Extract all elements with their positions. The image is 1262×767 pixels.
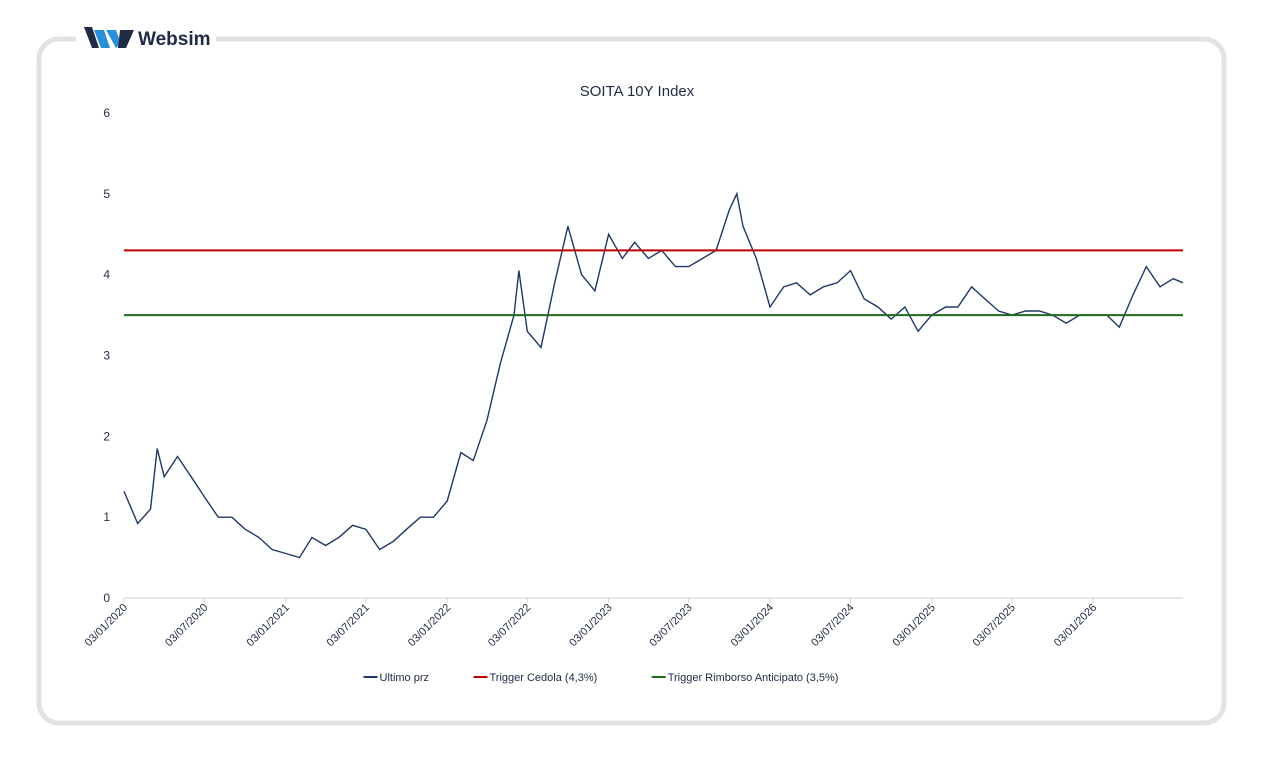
legend-label: Trigger Cedola (4,3%) [490, 672, 598, 684]
chart-title: SOITA 10Y Index [580, 83, 695, 100]
y-tick-label: 6 [103, 106, 110, 120]
legend-label: Ultimo prz [380, 672, 430, 684]
y-tick-label: 0 [103, 591, 110, 605]
y-tick-label: 4 [103, 268, 110, 282]
frame [36, 36, 1227, 726]
legend-label: Trigger Rimborso Anticipato (3,5%) [668, 672, 839, 684]
y-tick-label: 3 [103, 349, 110, 363]
logo-icon [84, 27, 134, 48]
y-tick-label: 5 [103, 187, 110, 201]
y-tick-label: 2 [103, 429, 110, 443]
logo-text: Websim [138, 29, 211, 50]
y-tick-label: 1 [103, 510, 110, 524]
data-line [123, 191, 1184, 559]
